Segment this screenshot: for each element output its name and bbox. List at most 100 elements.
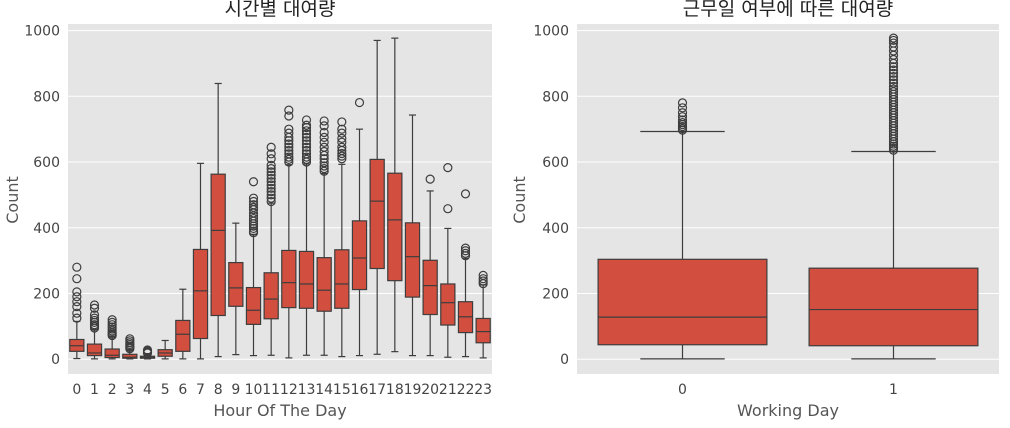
- x-axis-label: Working Day: [737, 401, 839, 420]
- iqr-box: [404, 222, 421, 298]
- box-14: [316, 116, 332, 356]
- outlier-point: [337, 117, 347, 127]
- outlier-point: [266, 177, 276, 187]
- x-tick-label: 5: [161, 382, 170, 398]
- box-0: [69, 262, 85, 360]
- outlier-point: [266, 160, 276, 170]
- x-tick-label: 1: [889, 382, 898, 398]
- outlier-point: [888, 75, 899, 85]
- outlier-point: [425, 174, 435, 184]
- y-tick-label: 600: [542, 155, 569, 171]
- outlier-point: [301, 136, 312, 146]
- outlier-point: [319, 158, 329, 168]
- box-4: [139, 345, 156, 360]
- outlier-point: [72, 302, 82, 312]
- y-tick-label: 200: [33, 286, 60, 302]
- outlier-point: [72, 274, 82, 284]
- y-axis-label: Count: [3, 176, 22, 224]
- x-tick-label: 2: [108, 382, 117, 398]
- outlier-point: [89, 303, 100, 313]
- outlier-point: [319, 137, 329, 147]
- x-tick-label: 0: [678, 382, 687, 398]
- box-7: [192, 162, 209, 360]
- outlier-point: [72, 297, 82, 307]
- iqr-box: [597, 258, 768, 346]
- x-tick-label: 23: [474, 382, 492, 398]
- box-22: [457, 189, 474, 358]
- box-13: [298, 115, 315, 356]
- outlier-point: [888, 84, 899, 94]
- outlier-point: [888, 78, 899, 88]
- box-8: [210, 82, 226, 358]
- chart-title: 시간별 대여량: [225, 0, 336, 20]
- outlier-point: [266, 154, 276, 164]
- outlier-point: [337, 142, 347, 152]
- outlier-point: [284, 124, 294, 134]
- y-gridlines: [68, 30, 492, 360]
- box-12: [281, 105, 297, 359]
- outlier-point: [284, 154, 294, 164]
- outlier-point: [266, 142, 276, 152]
- outlier-point: [443, 204, 453, 214]
- outlier-point: [72, 308, 82, 318]
- outlier-point: [301, 120, 312, 130]
- outlier-point: [888, 42, 899, 52]
- y-axis-label: Count: [510, 176, 529, 224]
- iqr-box: [245, 286, 262, 325]
- outlier-point: [248, 213, 259, 224]
- y-tick-label: 1000: [533, 24, 569, 40]
- outlier-point: [284, 139, 294, 149]
- outlier-point: [266, 164, 276, 174]
- iqr-box: [122, 353, 138, 359]
- outlier-point: [888, 62, 899, 72]
- outlier-point: [107, 317, 117, 328]
- outlier-point: [354, 97, 365, 108]
- outlier-point: [460, 189, 471, 199]
- x-tick-label: 13: [298, 382, 316, 398]
- iqr-box: [228, 261, 244, 307]
- iqr-box: [192, 248, 209, 340]
- x-tick-label: 3: [125, 382, 134, 398]
- outlier-point: [89, 315, 100, 326]
- outlier-point: [301, 129, 312, 139]
- iqr-box: [808, 267, 979, 347]
- y-tick-label: 400: [33, 221, 60, 237]
- x-tick-label: 8: [214, 382, 223, 398]
- iqr-box: [387, 172, 403, 282]
- outlier-point: [107, 315, 117, 325]
- iqr-box: [351, 220, 368, 291]
- outlier-point: [319, 161, 329, 171]
- box-23: [475, 270, 491, 359]
- outlier-point: [266, 170, 276, 180]
- iqr-box: [298, 250, 315, 309]
- outlier-point: [888, 38, 899, 48]
- outlier-point: [248, 196, 259, 207]
- x-tick-label: 12: [280, 382, 298, 398]
- outlier-point: [337, 148, 347, 159]
- iqr-box: [440, 283, 456, 326]
- y-tick-label: 600: [33, 155, 60, 171]
- iqr-box: [210, 173, 226, 317]
- outlier-point: [284, 149, 294, 159]
- y-tick-label: 1000: [24, 24, 60, 40]
- x-tick-label: 15: [333, 382, 351, 398]
- outlier-point: [266, 187, 276, 197]
- outlier-point: [337, 133, 347, 143]
- outlier-point: [677, 98, 688, 108]
- iqr-box: [316, 257, 332, 312]
- outlier-point: [301, 154, 312, 164]
- outlier-point: [888, 35, 899, 46]
- outlier-point: [72, 292, 82, 302]
- outlier-point: [284, 152, 294, 162]
- plot-area: [68, 24, 492, 374]
- outlier-point: [677, 108, 688, 118]
- outlier-point: [478, 270, 488, 281]
- x-tick-label: 7: [196, 382, 205, 398]
- outlier-point: [888, 65, 899, 75]
- outlier-point: [301, 126, 312, 136]
- x-tick-labels: 0 1 2 3 4 5 6 7 8 9 10 11 12 13 14 15 16 17 18 19 20 21 22 23: [72, 382, 492, 398]
- y-tick-labels: 0 200 400 600 800 1000: [24, 24, 60, 369]
- outlier-point: [248, 226, 259, 236]
- outlier-point: [266, 183, 276, 193]
